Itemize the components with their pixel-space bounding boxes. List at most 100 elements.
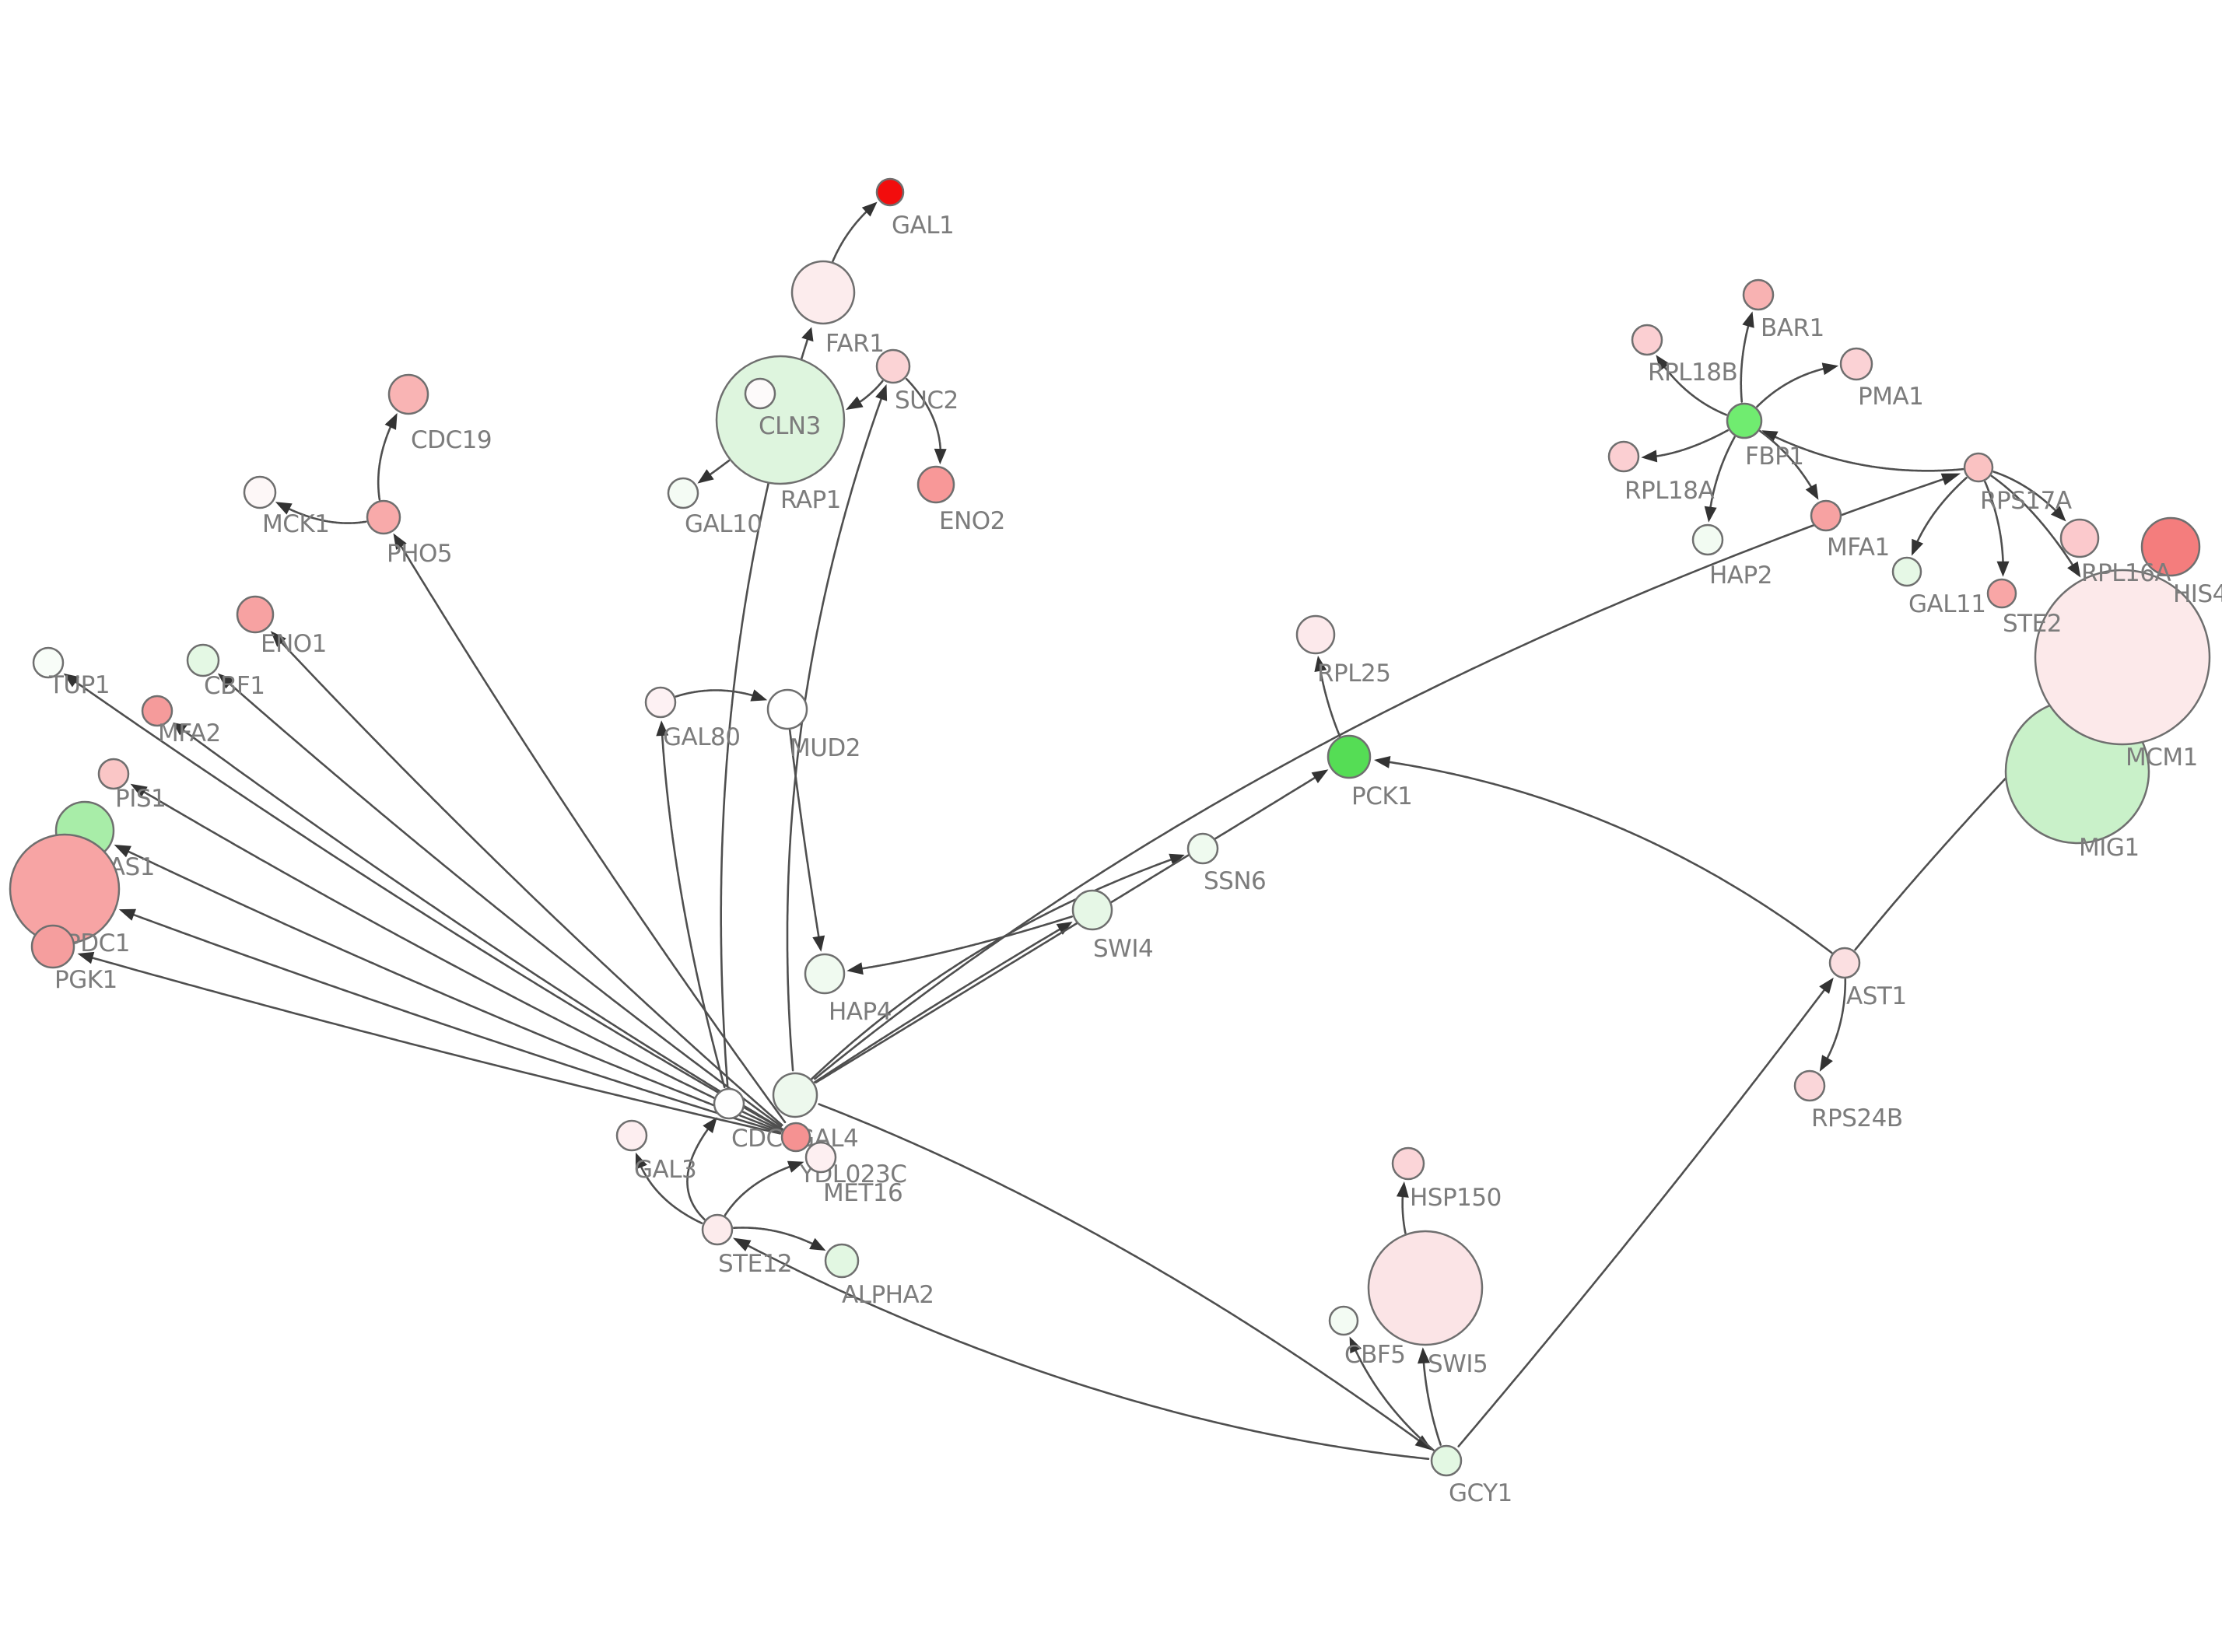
edge-YDL023C-CBF1[interactable] bbox=[229, 683, 783, 1128]
edge-GCY1-SWI5[interactable] bbox=[1422, 1362, 1442, 1446]
node-SSN6[interactable] bbox=[1186, 832, 1219, 865]
node-GAL3[interactable] bbox=[615, 1119, 648, 1152]
node-RPS24B[interactable] bbox=[1793, 1069, 1826, 1102]
edge-YDL023C-ENO1[interactable] bbox=[280, 642, 783, 1126]
node-CBF5[interactable] bbox=[1328, 1305, 1359, 1336]
node-MET16[interactable] bbox=[804, 1141, 837, 1174]
edge-PCK1-RPL25[interactable] bbox=[1320, 670, 1341, 737]
edge-YDL023C-TUP1[interactable] bbox=[75, 681, 781, 1129]
node-ENO1[interactable] bbox=[236, 595, 275, 634]
arrowhead-YDL023C-CBF1 bbox=[217, 673, 234, 689]
node-TUP1[interactable] bbox=[32, 646, 65, 679]
node-MUD2[interactable] bbox=[766, 688, 808, 730]
arrowhead-YDL023C-PIS1 bbox=[130, 783, 148, 798]
node-MCK1[interactable] bbox=[243, 475, 277, 509]
edge-AST1-RPS24B[interactable] bbox=[1826, 978, 1847, 1059]
edge-FBP1-BAR1[interactable] bbox=[1740, 325, 1750, 403]
edge-YDL023C-PGK1[interactable] bbox=[91, 957, 782, 1135]
edge-FBP1-PMA1[interactable] bbox=[1756, 367, 1824, 408]
node-FAR1[interactable] bbox=[790, 260, 856, 325]
edge-STE12-CDC6[interactable] bbox=[686, 1128, 709, 1221]
node-GAL11[interactable] bbox=[1891, 556, 1922, 587]
edge-YDL023C-PIS1[interactable] bbox=[143, 791, 783, 1132]
node-RPL18A[interactable] bbox=[1607, 440, 1640, 473]
edge-FBP1-MFA1[interactable] bbox=[1758, 429, 1812, 488]
edge-STE12-ALPHA2[interactable] bbox=[733, 1227, 814, 1245]
edge-YDL023C-PHO5[interactable] bbox=[400, 545, 787, 1124]
node-ALPHA2[interactable] bbox=[824, 1243, 860, 1279]
edge-SUC2-CLN3[interactable] bbox=[859, 380, 884, 403]
node-BAR1[interactable] bbox=[1742, 278, 1775, 311]
edge-STE12-MET16[interactable] bbox=[724, 1165, 790, 1216]
edge-RPS17A-RPL16A[interactable] bbox=[1992, 471, 2056, 512]
edge-FBP1-RPL18B[interactable] bbox=[1663, 366, 1728, 416]
node-PHO5[interactable] bbox=[366, 499, 401, 535]
node-GAL10[interactable] bbox=[667, 477, 699, 509]
edge-GAL4-GCY1[interactable] bbox=[818, 1103, 1420, 1442]
edge-YDL023C-PDC1[interactable] bbox=[132, 914, 782, 1134]
edge-YDL023C-MFA2[interactable] bbox=[182, 729, 783, 1130]
edge-PHO5-CDC19[interactable] bbox=[377, 426, 392, 501]
arrowhead-GAL4-SSN6 bbox=[1169, 853, 1185, 866]
node-PCK1[interactable] bbox=[1327, 734, 1372, 779]
node-PDC1[interactable] bbox=[9, 833, 121, 945]
edge-MUD2-HAP4[interactable] bbox=[788, 729, 820, 938]
edge-RPS17A-FBP1[interactable] bbox=[1774, 436, 1964, 472]
edge-GCY1-STE12[interactable] bbox=[747, 1244, 1430, 1460]
node-HAP2[interactable] bbox=[1691, 523, 1724, 556]
edge-GAL4-SSN6[interactable] bbox=[811, 859, 1172, 1080]
node-RPL25[interactable] bbox=[1295, 614, 1336, 655]
node-MCM1[interactable] bbox=[2034, 569, 2211, 746]
edge-GAL4-SWI4[interactable] bbox=[814, 928, 1061, 1083]
edge-CLN3-GAL10[interactable] bbox=[709, 460, 731, 476]
edge-FBP1-RPL18A[interactable] bbox=[1656, 429, 1729, 457]
edge-AST1-PCK1[interactable] bbox=[1389, 761, 1833, 954]
node-SWI5[interactable] bbox=[1367, 1230, 1484, 1346]
node-MFA1[interactable] bbox=[1810, 499, 1842, 532]
edge-YDL023C-RAS1[interactable] bbox=[128, 850, 782, 1132]
node-STE12[interactable] bbox=[701, 1213, 734, 1246]
node-RPS17A[interactable] bbox=[1963, 452, 1994, 483]
node-CDC6[interactable] bbox=[713, 1087, 745, 1120]
node-HAP4[interactable] bbox=[804, 953, 846, 995]
node-SUC2[interactable] bbox=[875, 348, 911, 384]
node-SWI4[interactable] bbox=[1071, 889, 1113, 931]
edge-GAL4-PCK1[interactable] bbox=[815, 776, 1316, 1083]
edge-SWI5-HSP150[interactable] bbox=[1401, 1195, 1407, 1234]
node-MFA2[interactable] bbox=[141, 695, 173, 727]
edge-STE12-GAL3[interactable] bbox=[640, 1166, 703, 1224]
edge-GCY1-AST1[interactable] bbox=[1457, 989, 1825, 1447]
node-HSP150[interactable] bbox=[1391, 1146, 1425, 1181]
node-GCY1[interactable] bbox=[1430, 1444, 1463, 1477]
node-ENO2[interactable] bbox=[916, 465, 955, 504]
node-RPL18B[interactable] bbox=[1631, 324, 1663, 356]
edge-GAL4-SUC2[interactable] bbox=[786, 397, 882, 1072]
edge-GAL80-MUD2[interactable] bbox=[675, 689, 754, 698]
node-GAL4[interactable] bbox=[772, 1072, 818, 1118]
edge-CDC6-GAL80[interactable] bbox=[661, 734, 726, 1089]
edge-GCY1-CBF5[interactable] bbox=[1355, 1349, 1435, 1451]
edge-FBP1-HAP2[interactable] bbox=[1709, 436, 1736, 508]
node-GAL80[interactable] bbox=[644, 686, 677, 719]
edge-RPS17A-MCM1[interactable] bbox=[1990, 474, 2074, 566]
node-FBP1[interactable] bbox=[1726, 402, 1763, 439]
edge-FAR1-GAL1[interactable] bbox=[832, 211, 867, 262]
node-CDC19[interactable] bbox=[387, 373, 429, 415]
node-YDL023C[interactable] bbox=[780, 1122, 811, 1153]
node-RPL16A[interactable] bbox=[2059, 518, 2100, 558]
node-CBF1[interactable] bbox=[186, 643, 220, 677]
node-PGK1[interactable] bbox=[30, 924, 75, 969]
edge-RPS17A-STE2[interactable] bbox=[1984, 481, 2004, 563]
node-PIS1[interactable] bbox=[97, 758, 130, 790]
node-AST1[interactable] bbox=[1828, 947, 1861, 979]
edge-SWI4-HAP4[interactable] bbox=[861, 915, 1073, 970]
edge-SUC2-ENO2[interactable] bbox=[905, 378, 941, 450]
edge-GAL4-RPS17A[interactable] bbox=[814, 478, 1944, 1080]
node-PMA1[interactable] bbox=[1839, 347, 1873, 381]
node-HIS4[interactable] bbox=[2140, 516, 2201, 577]
node-STE2[interactable] bbox=[1986, 578, 2017, 609]
node-GAL1[interactable] bbox=[875, 177, 905, 207]
edge-RPS17A-GAL11[interactable] bbox=[1916, 477, 1968, 543]
edge-PHO5-MCK1[interactable] bbox=[288, 508, 367, 524]
node-NODE_A[interactable] bbox=[744, 377, 776, 410]
